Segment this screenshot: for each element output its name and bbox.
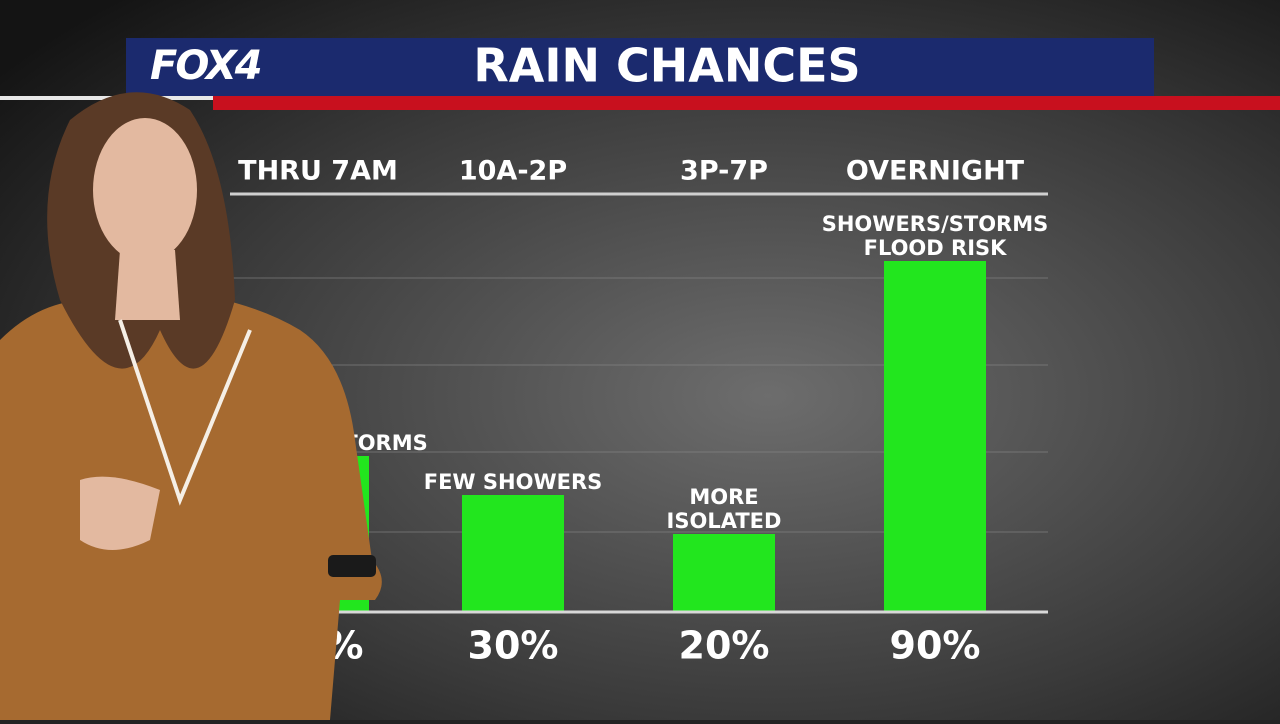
header-stripe <box>213 96 1280 110</box>
header-bar <box>126 38 1154 96</box>
chart-title: RAIN CHANCES <box>473 39 860 93</box>
bar-annotation: SHOWERS/STORMS <box>822 212 1049 236</box>
bar <box>884 261 986 612</box>
bar-annotation: FEW SHOWERS <box>424 470 603 494</box>
category-label: 3P-7P <box>680 156 768 187</box>
category-label: OVERNIGHT <box>846 156 1025 187</box>
bar <box>462 495 564 612</box>
value-label: 20% <box>679 624 770 668</box>
presenter <box>0 92 382 720</box>
brand-logo: FOX4 <box>150 43 261 89</box>
bar-annotation: FLOOD RISK <box>864 236 1008 260</box>
bar-annotation: MORE <box>689 485 758 509</box>
bar <box>673 534 775 612</box>
value-label: 90% <box>890 624 981 668</box>
category-label: THRU 7AM <box>238 156 398 187</box>
value-label: 30% <box>468 624 559 668</box>
category-label: 10A-2P <box>459 156 567 187</box>
bar-annotation: ISOLATED <box>667 509 782 533</box>
